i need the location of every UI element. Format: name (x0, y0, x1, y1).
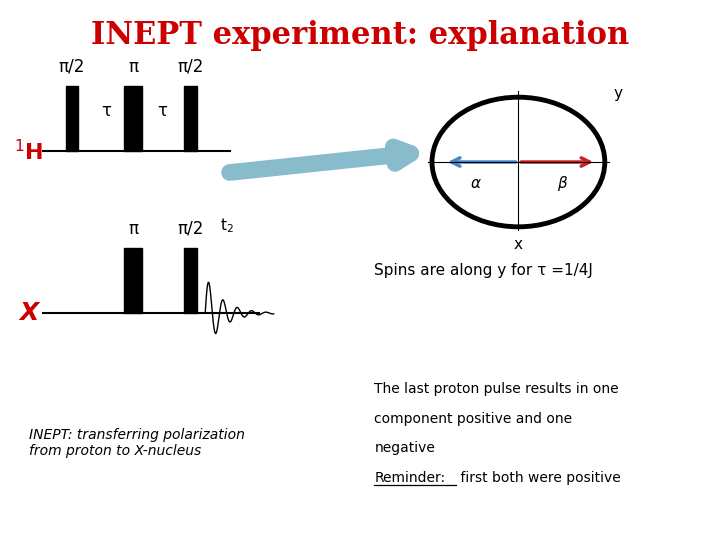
Text: The last proton pulse results in one: The last proton pulse results in one (374, 382, 619, 396)
Text: τ: τ (157, 102, 167, 120)
Bar (184, 86, 197, 151)
Text: α: α (470, 176, 480, 191)
Text: Reminder:: Reminder: (374, 471, 446, 485)
Text: first both were positive: first both were positive (456, 471, 621, 485)
Text: component positive and one: component positive and one (374, 411, 572, 426)
Text: π: π (128, 58, 138, 76)
Text: X: X (19, 301, 38, 325)
Text: t$_2$: t$_2$ (220, 216, 233, 235)
Text: π/2: π/2 (178, 220, 204, 238)
Bar (184, 248, 197, 313)
Text: INEPT experiment: explanation: INEPT experiment: explanation (91, 19, 629, 51)
Bar (124, 248, 142, 313)
Text: π: π (128, 220, 138, 238)
Text: negative: negative (374, 441, 436, 455)
Text: INEPT: transferring polarization
from proton to X-nucleus: INEPT: transferring polarization from pr… (29, 428, 245, 458)
Text: π/2: π/2 (178, 58, 204, 76)
Text: τ: τ (101, 102, 111, 120)
Text: π/2: π/2 (59, 58, 85, 76)
Text: y: y (613, 86, 622, 102)
Text: $^1$H: $^1$H (14, 139, 43, 164)
Bar (124, 86, 142, 151)
Text: x: x (514, 237, 523, 252)
Text: Spins are along y for τ =1/4J: Spins are along y for τ =1/4J (374, 262, 593, 278)
Text: β: β (557, 176, 567, 191)
Bar (66, 86, 78, 151)
